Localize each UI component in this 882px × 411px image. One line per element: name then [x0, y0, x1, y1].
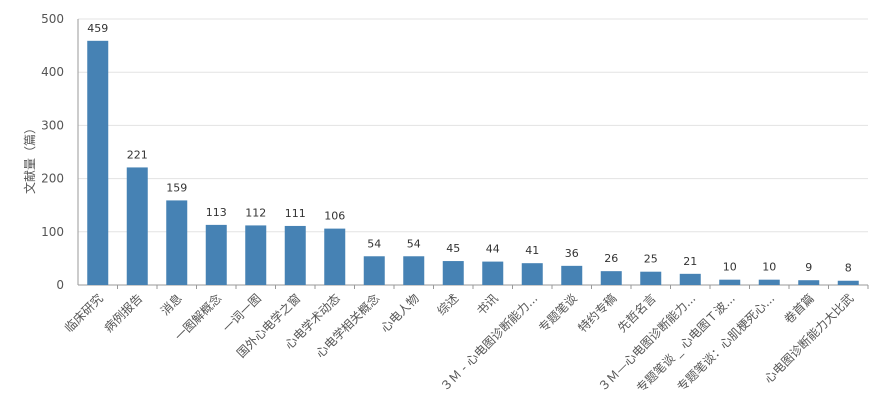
bar[interactable]	[679, 273, 701, 285]
bar[interactable]	[403, 256, 425, 285]
bar-value-label: 44	[486, 243, 500, 256]
bar-value-label: 10	[762, 261, 776, 274]
y-axis-title: 文献量（篇）	[22, 122, 37, 194]
bar[interactable]	[482, 261, 504, 285]
bar-value-label: 21	[683, 255, 697, 268]
bar-value-label: 25	[644, 253, 658, 266]
y-tick-label: 200	[41, 172, 64, 186]
category-label: 消息	[157, 291, 185, 319]
bar[interactable]	[600, 271, 622, 285]
bar[interactable]	[205, 224, 227, 285]
bar[interactable]	[284, 225, 306, 285]
category-label: 病例报告	[101, 291, 146, 336]
bar[interactable]	[245, 225, 267, 285]
bar-value-label: 111	[285, 207, 306, 220]
bars	[87, 40, 859, 286]
bar-value-label: 106	[324, 210, 345, 223]
bar-value-label: 26	[604, 252, 618, 265]
bar[interactable]	[798, 280, 820, 285]
bar-value-label: 112	[245, 206, 266, 219]
data-labels: 459 221 159 113 112 111 106 54 54 45 44 41 36 26 25 21 1…	[87, 22, 852, 275]
y-tick-label: 400	[41, 65, 64, 79]
category-label: 心电人物	[378, 291, 422, 335]
bar[interactable]	[758, 279, 780, 285]
bar[interactable]	[561, 265, 583, 285]
category-label: 临床研究	[61, 291, 106, 336]
bar-value-label: 36	[565, 247, 579, 260]
category-label: 综述	[434, 291, 461, 318]
bar[interactable]	[442, 261, 464, 285]
bar[interactable]	[521, 263, 543, 285]
bar-value-label: 159	[166, 181, 187, 194]
bar[interactable]	[363, 256, 385, 285]
y-tick-label: 500	[41, 12, 64, 26]
y-tick-label: 0	[56, 278, 64, 292]
bar[interactable]	[640, 271, 662, 285]
y-tick-label: 100	[41, 225, 64, 239]
bar[interactable]	[324, 228, 346, 285]
gridlines	[78, 18, 868, 233]
bar-value-label: 54	[407, 237, 421, 250]
bar[interactable]	[166, 200, 188, 285]
bar[interactable]	[837, 280, 859, 285]
category-label: 书讯	[474, 291, 501, 318]
bar-value-label: 9	[805, 261, 812, 274]
bar[interactable]	[719, 279, 741, 285]
bar-value-label: 54	[367, 237, 381, 250]
y-tick-label: 300	[41, 118, 64, 132]
bar-value-label: 8	[845, 262, 852, 275]
bar[interactable]	[87, 40, 109, 286]
category-label: 卷首篇	[781, 291, 817, 327]
category-label: 专题笔谈	[535, 291, 580, 336]
bar-value-label: 221	[127, 148, 148, 161]
bar-value-label: 113	[206, 206, 227, 219]
bar-value-label: 45	[446, 242, 460, 255]
bar-value-label: 459	[87, 22, 108, 35]
bar[interactable]	[126, 167, 148, 285]
bar-value-label: 10	[723, 261, 737, 274]
bar-value-label: 41	[525, 244, 539, 257]
category-label: 特约专稿	[575, 291, 620, 336]
